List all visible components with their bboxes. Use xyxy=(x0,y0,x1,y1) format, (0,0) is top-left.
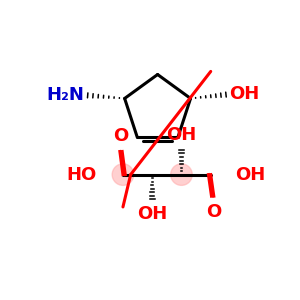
Text: OH: OH xyxy=(236,166,266,184)
Circle shape xyxy=(171,164,192,185)
Text: O: O xyxy=(206,203,221,221)
Text: HO: HO xyxy=(67,166,97,184)
Text: OH: OH xyxy=(166,126,196,144)
Circle shape xyxy=(112,164,134,185)
Text: OH: OH xyxy=(229,85,259,103)
Text: H₂N: H₂N xyxy=(47,85,85,103)
Text: O: O xyxy=(113,127,128,145)
Text: OH: OH xyxy=(137,206,167,224)
